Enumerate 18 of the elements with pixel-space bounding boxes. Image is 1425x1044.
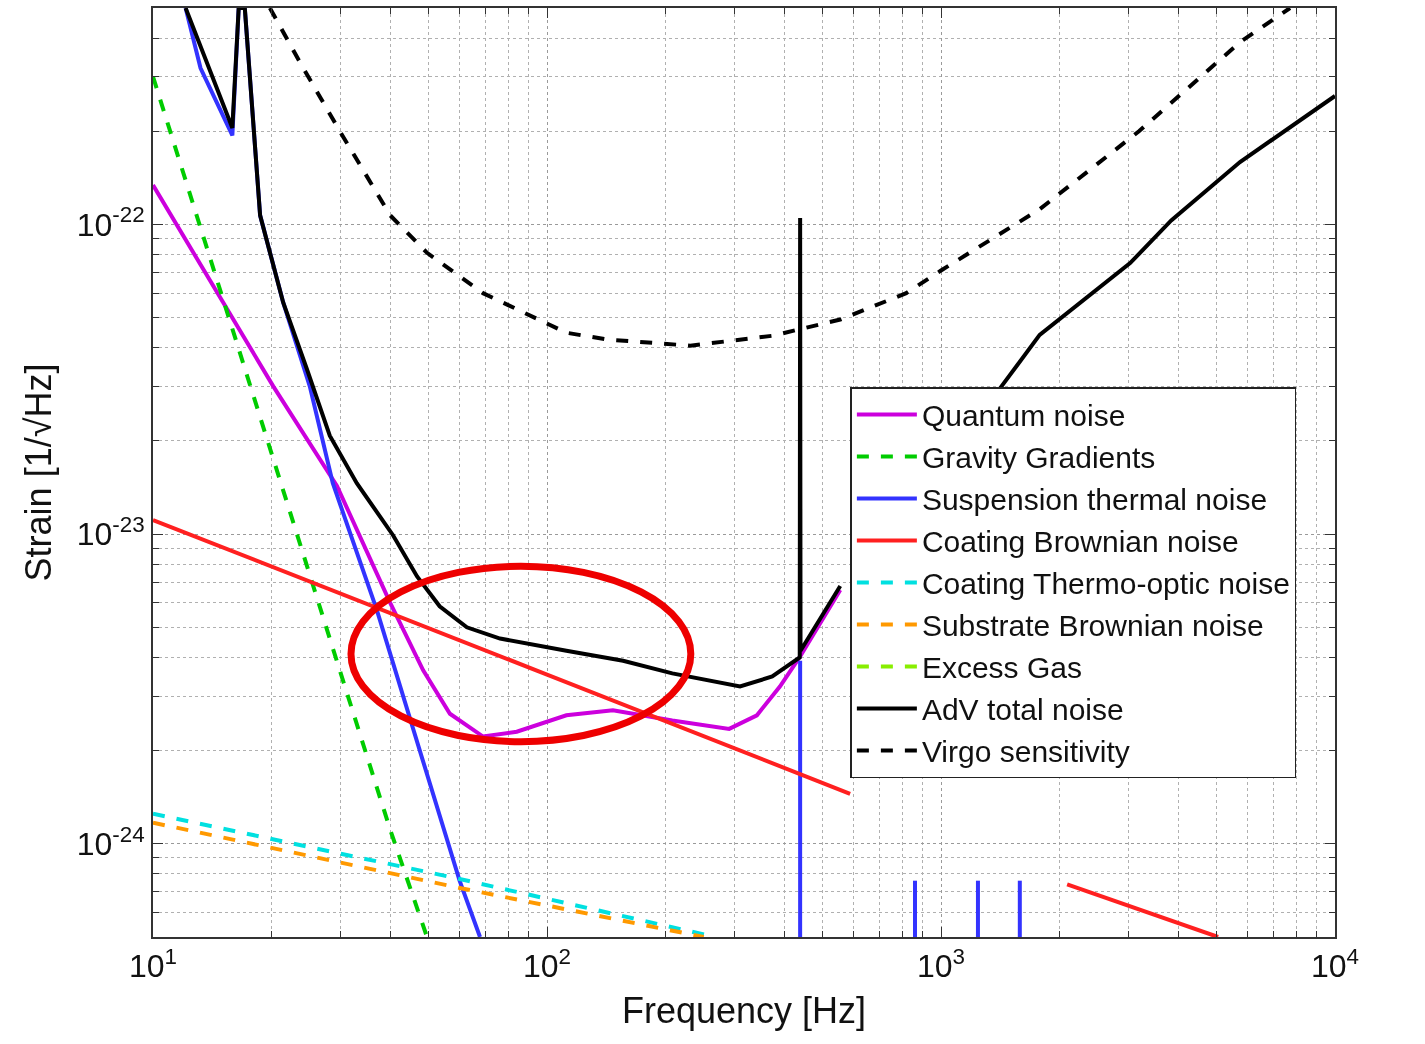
x-tick-label: 10$^{4}$ <box>1310 943 1360 985</box>
legend-label: Suspension thermal noise <box>921 483 1268 517</box>
x-tick-label: 10$^{2}$ <box>522 943 572 985</box>
legend-label: Excess Gas <box>921 651 1082 685</box>
y-axis-title: Strain [1/√Hz] <box>18 363 60 582</box>
legend-label: Quantum noise <box>921 399 1126 433</box>
legend-label: Coating Brownian noise <box>921 525 1239 559</box>
legend-label: Gravity Gradients <box>921 441 1156 475</box>
y-tick-label: 10$^{-24}$ <box>76 821 145 862</box>
x-tick-label: 10$^{1}$ <box>128 943 178 985</box>
legend-label: Virgo sensitivity <box>921 735 1130 769</box>
legend-label: Coating Thermo-optic noise <box>921 567 1290 601</box>
y-tick-label: 10$^{-23}$ <box>76 511 145 553</box>
x-axis-title: Frequency [Hz] <box>621 989 867 1031</box>
y-tick-label: 10$^{-22}$ <box>76 202 145 243</box>
legend-label: AdV total noise <box>921 693 1124 727</box>
x-tick-label: 10$^{3}$ <box>916 943 966 985</box>
legend-label: Substrate Brownian noise <box>921 609 1264 643</box>
